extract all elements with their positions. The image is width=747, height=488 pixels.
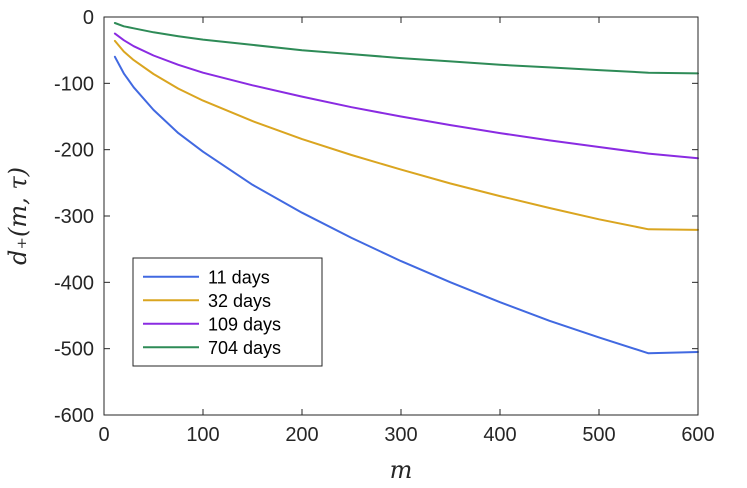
y-tick-label: -600 (54, 405, 94, 427)
legend-label-704-days: 704 days (208, 338, 281, 358)
series-layer (113, 22, 699, 355)
y-tick-label: -200 (54, 140, 94, 162)
x-tick-label: 300 (384, 424, 417, 446)
series-line-11-days (113, 55, 699, 355)
x-tick-label: 400 (483, 424, 516, 446)
legend-label-109-days: 109 days (208, 314, 281, 334)
y-tick-label: -100 (54, 73, 94, 95)
legend-label-11-days: 11 days (208, 267, 270, 287)
y-tick-label: -500 (54, 339, 94, 361)
legend-label-32-days: 32 days (208, 291, 271, 311)
legend: 11 days 32 days 109 days 704 days (132, 257, 323, 367)
series-line-109-days (113, 32, 699, 160)
series-line-32-days (113, 39, 699, 231)
y-tick-label: 0 (83, 7, 94, 29)
y-tick-label: -300 (54, 206, 94, 228)
x-axis-label: m (390, 456, 413, 484)
x-tick-label: 200 (285, 424, 318, 446)
ticks-layer: 0 100 200 300 400 500 600 0 -100 -200 -300 -400 -500… (54, 7, 715, 446)
y-axis-label: d₊(m, τ) (4, 167, 32, 265)
y-tick-label: -400 (54, 272, 94, 294)
series-line-704-days (113, 22, 699, 75)
x-tick-label: 0 (98, 424, 109, 446)
x-tick-label: 500 (582, 424, 615, 446)
x-tick-label: 600 (681, 424, 714, 446)
x-tick-label: 100 (186, 424, 219, 446)
